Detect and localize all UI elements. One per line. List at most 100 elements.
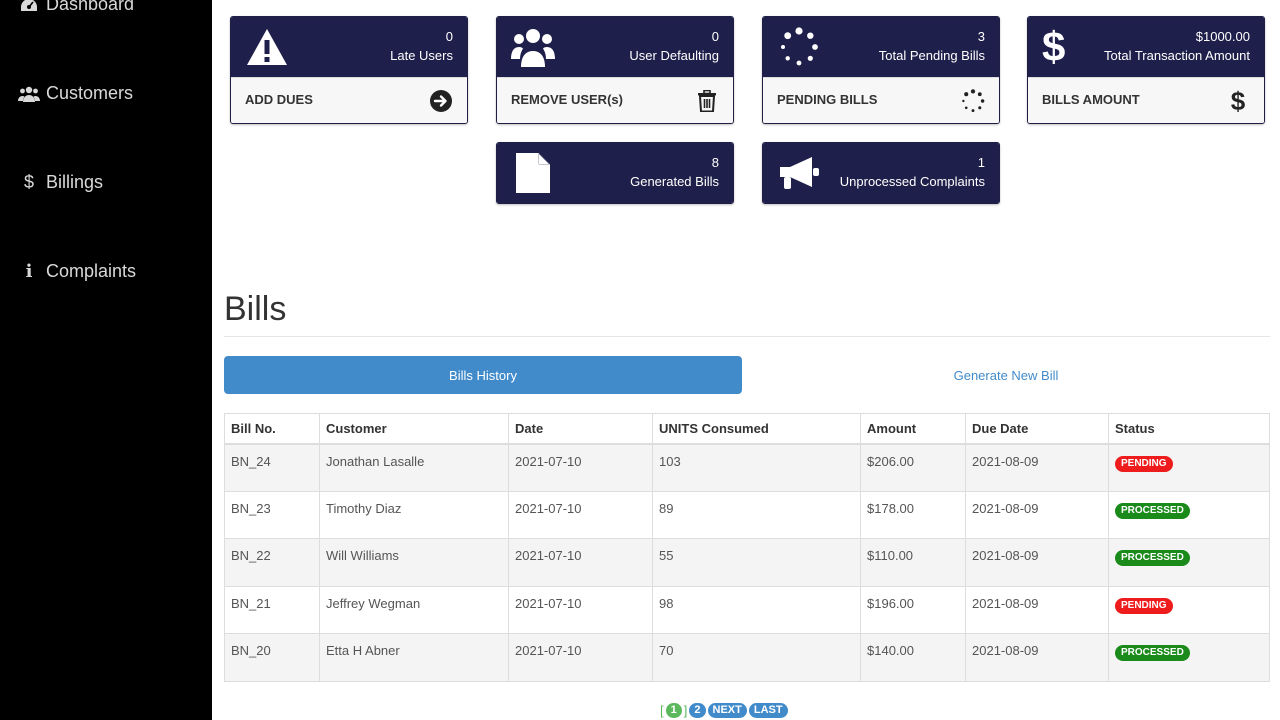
users-icon (18, 86, 40, 102)
column-header: Date (508, 413, 653, 445)
due-date: 2021-08-09 (965, 490, 1109, 539)
sidebar-item-customers[interactable]: Customers (18, 83, 133, 104)
customer-name: Etta H Abner (319, 633, 509, 682)
card-action-label: ADD DUES (245, 92, 313, 107)
generated-bills-card: 8 Generated Bills (496, 142, 734, 204)
status-badge: PENDING (1115, 597, 1173, 614)
late-users-card: 0 Late Users ADD DUES (230, 16, 468, 124)
card-label: Late Users (390, 48, 453, 63)
arrow-right-circle-icon (429, 89, 453, 113)
info-icon: i (25, 261, 33, 282)
sidebar-item-dashboard[interactable]: Dashboard (18, 0, 134, 15)
bill-date: 2021-07-10 (508, 538, 653, 587)
column-header: Customer (319, 413, 509, 445)
unprocessed-complaints-card: 1 Unprocessed Complaints (762, 142, 1000, 204)
tab-generate-new-bill[interactable]: Generate New Bill (953, 367, 1059, 383)
table-row: BN_24 Jonathan Lasalle 2021-07-10 103 $2… (224, 443, 1270, 492)
page-2-button[interactable]: 2 (689, 703, 706, 718)
card-header: 3 Total Pending Bills (763, 17, 999, 77)
sidebar-item-billings[interactable]: $ Billings (18, 172, 103, 193)
file-icon (511, 151, 555, 195)
status-badge: PROCESSED (1115, 550, 1190, 566)
card-count: 3 (977, 29, 985, 44)
status-badge: PENDING (1115, 455, 1173, 472)
trash-icon (695, 89, 719, 113)
column-header: Status (1108, 413, 1270, 445)
bill-number: BN_24 (224, 443, 320, 492)
card-label: User Defaulting (629, 48, 719, 63)
card-count: 8 (711, 155, 719, 170)
sidebar-item-label: Billings (46, 172, 104, 192)
units-consumed: 103 (652, 443, 861, 492)
pagination: [ 1 ] 2 NEXT LAST (660, 703, 788, 718)
bill-amount: $110.00 (860, 538, 966, 587)
card-count: 1 (977, 155, 985, 170)
column-header: UNITS Consumed (652, 413, 861, 445)
bill-amount: $196.00 (860, 585, 966, 634)
card-header: $ $1000.00 Total Transaction Amount (1028, 17, 1264, 77)
due-date: 2021-08-09 (965, 538, 1109, 587)
pagination-bracket-close: ] (683, 703, 688, 718)
dollar-icon: $ (1230, 85, 1246, 116)
due-date: 2021-08-09 (965, 443, 1109, 492)
sidebar-item-label: Customers (46, 83, 134, 103)
table-header-row: Bill No. Customer Date UNITS Consumed Am… (224, 413, 1270, 445)
remove-users-button[interactable]: REMOVE USER(s) (497, 77, 733, 123)
bills-table: Bill No. Customer Date UNITS Consumed Am… (224, 413, 1270, 682)
pending-bills-button[interactable]: PENDING BILLS (763, 77, 999, 123)
due-date: 2021-08-09 (965, 585, 1109, 634)
card-count: 0 (711, 29, 719, 44)
user-defaulting-card: 0 User Defaulting REMOVE USER(s) (496, 16, 734, 124)
last-page-button[interactable]: LAST (748, 703, 788, 718)
bill-amount: $140.00 (860, 633, 966, 682)
bill-number: BN_20 (224, 633, 320, 682)
customer-name: Will Williams (319, 538, 509, 587)
page-1-button[interactable]: 1 (665, 703, 682, 718)
table-row: BN_20 Etta H Abner 2021-07-10 70 $140.00… (224, 633, 1270, 682)
megaphone-icon (777, 151, 821, 195)
card-header: 0 Late Users (231, 17, 467, 77)
page-title: Bills (224, 290, 287, 328)
card-count: $1000.00 (1195, 29, 1250, 44)
customer-name: Jonathan Lasalle (319, 443, 509, 492)
bill-date: 2021-07-10 (508, 490, 653, 539)
card-header: 1 Unprocessed Complaints (763, 143, 999, 203)
sidebar-item-complaints[interactable]: i Complaints (18, 261, 136, 282)
dollar-icon: $ (23, 172, 34, 192)
dashboard-icon (18, 0, 40, 13)
bills-amount-button[interactable]: BILLS AMOUNT $ (1028, 77, 1264, 123)
bill-number: BN_22 (224, 538, 320, 587)
card-label: Total Pending Bills (878, 48, 985, 63)
bill-date: 2021-07-10 (508, 585, 653, 634)
bills-amount-card: $ $1000.00 Total Transaction Amount BILL… (1027, 16, 1265, 124)
card-count: 0 (445, 29, 453, 44)
next-page-button[interactable]: NEXT (707, 703, 747, 718)
card-header: 8 Generated Bills (497, 143, 733, 203)
units-consumed: 55 (652, 538, 861, 587)
add-dues-button[interactable]: ADD DUES (231, 77, 467, 123)
card-action-label: REMOVE USER(s) (511, 92, 623, 107)
warning-icon (245, 25, 289, 69)
sidebar: Dashboard Customers $ Billings i Complai… (0, 0, 212, 720)
pagination-bracket-open: [ (660, 703, 664, 718)
column-header: Due Date (965, 413, 1109, 445)
bill-date: 2021-07-10 (508, 443, 653, 492)
table-row: BN_23 Timothy Diaz 2021-07-10 89 $178.00… (224, 490, 1270, 539)
units-consumed: 89 (652, 490, 861, 539)
bill-number: BN_23 (224, 490, 320, 539)
tab-bills-history[interactable]: Bills History (224, 356, 742, 394)
bill-amount: $206.00 (860, 443, 966, 492)
card-label: Generated Bills (630, 174, 719, 189)
table-row: BN_22 Will Williams 2021-07-10 55 $110.0… (224, 538, 1270, 587)
column-header: Bill No. (224, 413, 320, 445)
spinner-icon (961, 89, 985, 113)
bill-number: BN_21 (224, 585, 320, 634)
due-date: 2021-08-09 (965, 633, 1109, 682)
units-consumed: 70 (652, 633, 861, 682)
card-label: Total Transaction Amount (1104, 48, 1250, 63)
pending-bills-card: 3 Total Pending Bills PENDING BILLS (762, 16, 1000, 124)
card-label: Unprocessed Complaints (839, 174, 985, 189)
card-action-label: BILLS AMOUNT (1042, 92, 1140, 107)
bill-date: 2021-07-10 (508, 633, 653, 682)
table-row: BN_21 Jeffrey Wegman 2021-07-10 98 $196.… (224, 585, 1270, 634)
